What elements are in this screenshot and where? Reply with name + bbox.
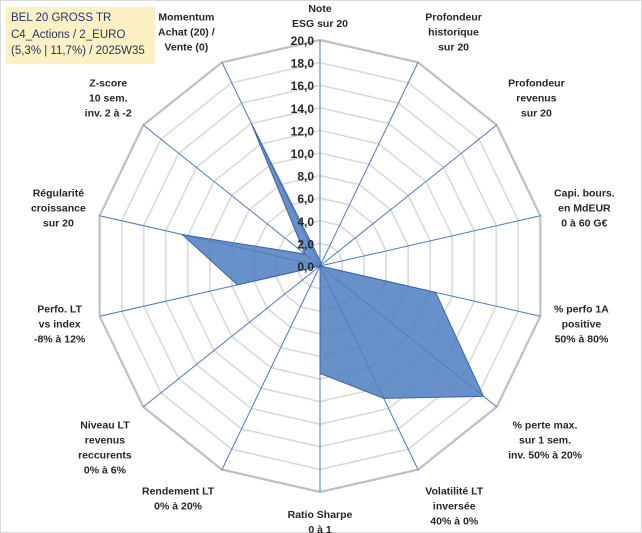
axis-spoke	[142, 124, 321, 267]
series-area	[180, 123, 485, 399]
axis-label-line: croissance	[31, 203, 86, 215]
axis-label: % perfo 1A positive 50% à 80%	[554, 303, 609, 345]
title-line-1: BEL 20 GROSS TR	[11, 12, 112, 24]
axis-label: Niveau LT revenus reccurents 0% à 6%	[78, 419, 132, 476]
radial-tick-label: 20,0	[291, 34, 315, 48]
axis-label-line: Vente (0)	[164, 42, 208, 54]
axis-label-line: Perfo. LT	[37, 303, 82, 315]
axis-label-line: revenus	[85, 434, 125, 446]
title-line-2: C4_Actions / 2_EURO	[11, 28, 126, 41]
axis-label: Perfo. LT vs index -8% à 12%	[34, 303, 86, 345]
radial-tick-label: 12,0	[291, 124, 315, 138]
axis-label-line: Capi. bours.	[554, 188, 615, 200]
axis-label-line: 40% à 0%	[430, 515, 479, 527]
radial-tick-label: 2,0	[297, 237, 314, 251]
axis-spoke	[221, 265, 321, 470]
radial-tick-label: 10,0	[291, 147, 315, 161]
axis-labels: Note ESG sur 20 Profondeur historique sur 20…	[31, 3, 615, 533]
axis-label: Note ESG sur 20	[292, 3, 348, 30]
radial-tick-label: 16,0	[291, 79, 315, 93]
axis-label-line: 0 à 1	[308, 524, 332, 533]
axis-label-line: Volatilité LT	[425, 485, 484, 497]
axis-label-line: Niveau LT	[80, 419, 130, 431]
axis-label-line: 50% à 80%	[555, 333, 609, 345]
axis-label-line: % perte max.	[513, 419, 578, 431]
axis-label-line: Ratio Sharpe	[288, 509, 353, 521]
radial-tick-label: 0,0	[297, 260, 314, 274]
axis-label-line: % perfo 1A	[554, 303, 609, 315]
axis-label: Volatilité LT inversée 40% à 0%	[425, 485, 484, 527]
axis-label-line: en MdEUR	[558, 203, 611, 215]
radial-tick-label: 18,0	[291, 57, 315, 71]
radial-tick-labels: 0,0 2,0 4,0 6,0 8,0 10,0 12,0 14,0 16,0 18,0 20,0	[291, 34, 315, 274]
axis-label-line: 0% à 6%	[84, 464, 127, 476]
axis-label: Momentum Achat (20) / Vente (0)	[158, 12, 215, 54]
axis-spoke	[142, 265, 321, 408]
axis-label-line: sur 20	[43, 218, 74, 230]
axis-label-line: 0% à 20%	[154, 500, 203, 512]
axis-spoke	[319, 124, 498, 267]
axis-label-line: Régularité	[33, 188, 85, 200]
radial-tick-label: 4,0	[297, 215, 314, 229]
axis-label-line: inv. 50% à 20%	[508, 449, 583, 461]
axis-spoke	[319, 215, 541, 267]
axis-label-line: -8% à 12%	[34, 333, 86, 345]
axis-label-line: revenus	[516, 93, 556, 105]
axis-label-line: Profondeur	[425, 12, 482, 24]
axis-label-line: Achat (20) /	[158, 27, 215, 39]
axis-label-line: Rendement LT	[142, 485, 215, 497]
series-polygon	[180, 123, 485, 399]
radial-tick-label: 8,0	[297, 170, 314, 184]
axis-label: Capi. bours. en MdEUR 0 à 60 G€	[554, 188, 615, 230]
axis-label-line: sur 20	[521, 108, 552, 120]
axis-label: Rendement LT 0% à 20%	[142, 485, 215, 512]
title-line-3: (5,3% | 11,7%) / 2025W35	[11, 45, 145, 57]
axis-label-line: Momentum	[158, 12, 214, 24]
axis-label-line: Profondeur	[508, 78, 565, 90]
axis-label-line: sur 1 sem.	[519, 434, 571, 446]
axis-label-line: positive	[562, 318, 602, 330]
axis-label: Ratio Sharpe 0 à 1	[288, 509, 353, 533]
axis-label-line: inv. 2 à -2	[85, 108, 132, 120]
axis-spoke	[319, 62, 419, 267]
axis-label: Z-score 10 sem. inv. 2 à -2	[85, 78, 132, 120]
radial-tick-label: 14,0	[291, 102, 315, 116]
axis-label-line: 0 à 60 G€	[561, 218, 607, 230]
axis-label-line: vs index	[39, 318, 81, 330]
axis-label-line: 10 sem.	[89, 93, 128, 105]
axis-label-line: historique	[428, 27, 479, 39]
chart-title-box: BEL 20 GROSS TR C4_Actions / 2_EURO (5,3…	[6, 7, 155, 64]
radial-tick-label: 6,0	[297, 192, 314, 206]
axis-label-line: sur 20	[438, 42, 469, 54]
axis-label: % perte max. sur 1 sem. inv. 50% à 20%	[508, 419, 583, 461]
axis-label: Profondeur historique sur 20	[425, 12, 482, 54]
axis-label-line: Z-score	[89, 78, 127, 90]
axis-label-line: reccurents	[78, 449, 132, 461]
axis-label-line: ESG sur 20	[292, 18, 348, 30]
axis-label-line: inversée	[433, 500, 476, 512]
axis-label: Régularité croissance sur 20	[31, 188, 86, 230]
axis-label-line: Note	[308, 3, 331, 15]
axis-label: Profondeur revenus sur 20	[508, 78, 565, 120]
